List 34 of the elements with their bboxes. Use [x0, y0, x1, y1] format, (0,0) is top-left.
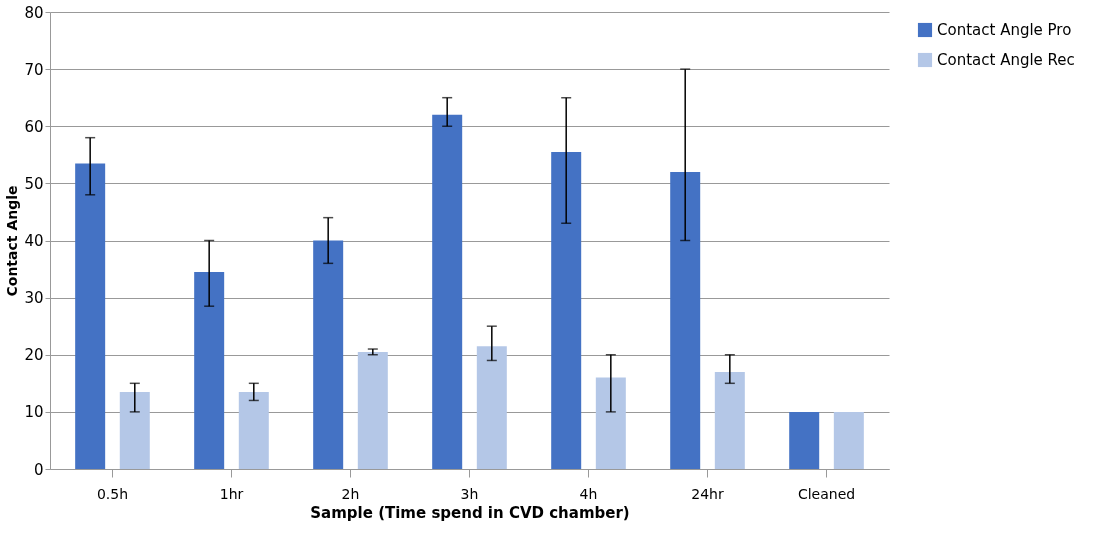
bar [194, 271, 225, 469]
bar [238, 391, 269, 469]
y-tick-label: 80 [24, 3, 44, 22]
bar [714, 371, 745, 469]
y-tick-label: 70 [24, 60, 44, 79]
x-tick-label: 1hr [219, 485, 244, 502]
legend-label: Contact Angle Pro [937, 21, 1072, 39]
y-axis-title: Contact Angle [4, 185, 21, 297]
bar [551, 151, 582, 469]
y-tick-label: 40 [24, 232, 44, 250]
bar [75, 163, 106, 469]
x-tick-label: 24hr [691, 485, 724, 502]
legend-label: Contact Angle Rec [937, 51, 1075, 69]
y-tick-label: 30 [24, 289, 44, 308]
bar [833, 411, 864, 469]
bar [119, 391, 150, 469]
bar [670, 171, 701, 469]
y-tick-label: 10 [24, 403, 44, 422]
x-tick-label: 4h [579, 485, 598, 502]
y-tick-label: 20 [24, 346, 44, 365]
x-tick-label: 3h [460, 485, 479, 502]
bar [357, 351, 388, 469]
bar [789, 411, 820, 469]
y-tick-label: 0 [33, 460, 44, 479]
bar [313, 240, 344, 469]
y-tick-label: 60 [24, 117, 44, 136]
bar [476, 346, 507, 469]
x-axis-title: Sample (Time spend in CVD chamber) [310, 503, 630, 522]
x-tick-label: Cleaned [797, 485, 856, 502]
y-tick-label: 50 [24, 174, 44, 193]
x-tick-label: 0.5h [96, 485, 129, 502]
x-tick-label: 2h [341, 485, 360, 502]
bar [432, 114, 463, 469]
bar [595, 377, 626, 469]
